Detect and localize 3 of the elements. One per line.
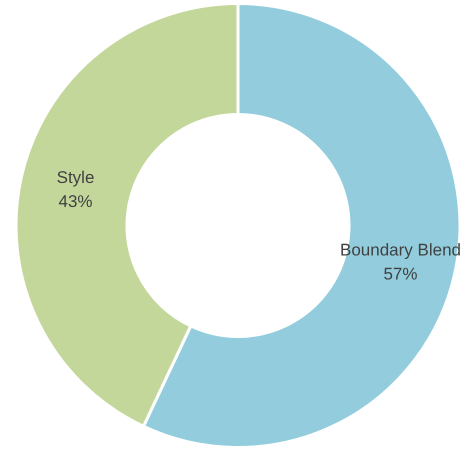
- slice-label: Style: [56, 168, 94, 187]
- data-label: 43%: [58, 192, 93, 211]
- data-label: 57%: [383, 264, 418, 284]
